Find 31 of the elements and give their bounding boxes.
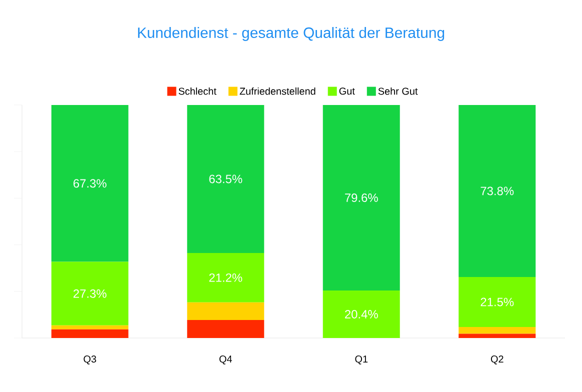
bar [187, 104, 264, 253]
bar [322, 104, 400, 290]
bar [51, 262, 128, 326]
bar [187, 252, 264, 302]
x-tick-label: Q3 [84, 356, 96, 364]
x-tick-label: Q2 [490, 356, 504, 364]
bar [51, 329, 128, 338]
legend-label: Zufriedenstellend [240, 87, 316, 95]
bar [458, 327, 536, 334]
bar [458, 104, 536, 277]
bar [458, 276, 536, 328]
chart-title: Kundendienst - gesamte Qualität der Beratung [138, 27, 444, 41]
bar [187, 302, 264, 320]
data-label: 20.4% [345, 310, 378, 318]
data-label: 79.6% [345, 194, 378, 202]
bar [458, 334, 536, 338]
legend-label: Gut [339, 88, 355, 95]
data-label: 21.2% [209, 273, 242, 282]
x-tick-label: Q4 [219, 356, 232, 364]
x-tick-label: Q1 [355, 356, 368, 364]
data-label: 73.8% [480, 186, 514, 196]
bar [51, 104, 128, 262]
data-label: 67.3% [74, 179, 106, 188]
legend-label: Sehr Gut [378, 87, 418, 95]
legend-label: Schlecht [178, 87, 216, 95]
data-label: 63.5% [209, 174, 242, 184]
data-label: 27.3% [74, 289, 106, 298]
bar [187, 320, 264, 338]
bar [322, 290, 400, 338]
bar [51, 325, 128, 330]
data-label: 21.5% [480, 298, 514, 306]
